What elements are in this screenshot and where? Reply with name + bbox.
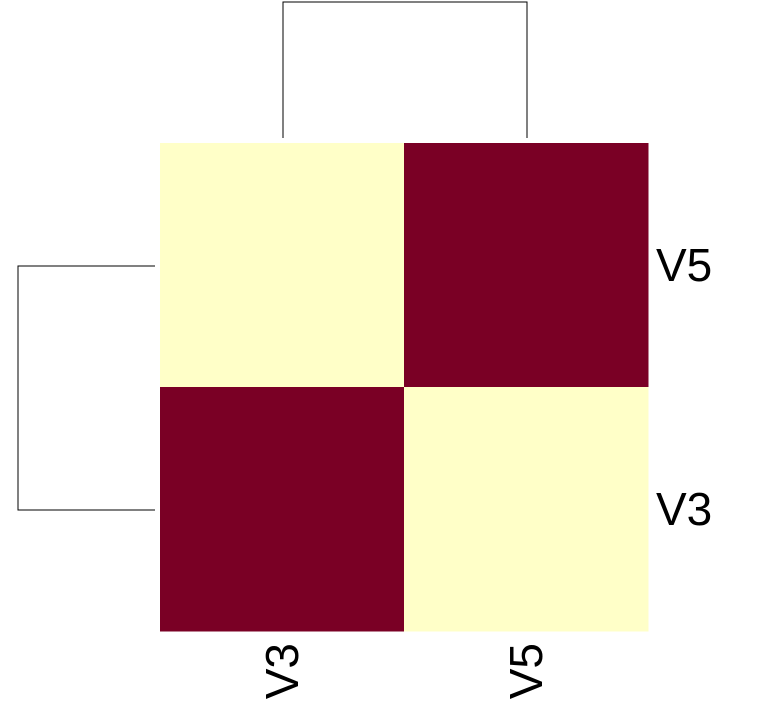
row-dendrogram [17,265,155,511]
heatmap-cell-V3-V3 [160,387,405,632]
heatmap-cell-V5-V3 [160,143,405,388]
heatmap-cell-V3-V5 [404,387,649,632]
column-dendrogram [282,1,528,138]
row-dendrogram-branch [17,265,155,511]
column-label-V5: V5 [500,643,552,699]
heatmap-cell-V5-V5 [404,143,649,388]
heatmap-cells [160,143,649,632]
row-label-V5: V5 [656,239,712,291]
row-label-V3: V3 [656,483,712,535]
column-label-V3: V3 [256,643,308,699]
row-labels: V5 V3 [656,239,712,535]
column-dendrogram-branch [282,1,528,138]
column-labels: V3 V5 [256,643,552,699]
